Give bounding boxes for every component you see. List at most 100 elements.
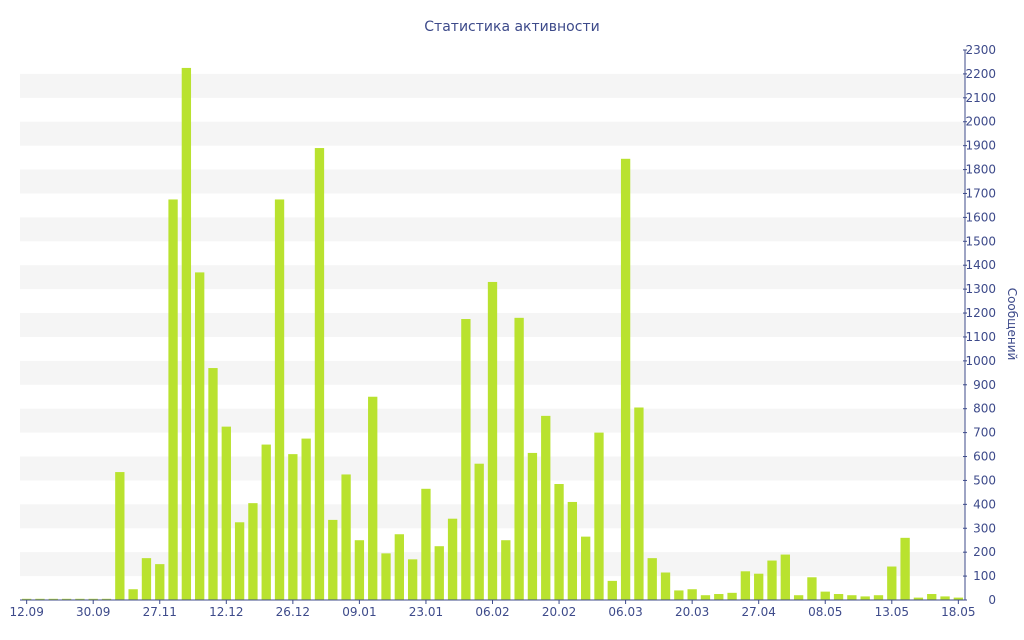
bar: [341, 474, 351, 600]
bar: [434, 546, 444, 600]
grid-band: [20, 73, 965, 98]
bar: [248, 503, 258, 600]
bar: [22, 598, 32, 600]
x-tick-label: 06.02: [475, 605, 509, 619]
bar: [288, 454, 298, 600]
bar: [873, 595, 884, 600]
bar: [847, 595, 857, 600]
bar: [61, 598, 72, 600]
bar: [527, 452, 538, 600]
x-tick-label: 30.09: [76, 605, 110, 619]
bar: [394, 534, 404, 600]
grid-band: [20, 217, 965, 242]
bar: [128, 589, 138, 600]
y-axis-ticks: 0 100 200 300 400 500 600 700 800 900 1000 1100 1200…: [963, 43, 996, 607]
bar: [368, 396, 378, 600]
bar: [221, 426, 231, 600]
bar: [647, 558, 657, 600]
bar: [141, 558, 152, 600]
y-tick-label: 2200: [965, 67, 996, 81]
x-tick-label: 26.12: [276, 605, 310, 619]
y-tick-label: 600: [973, 450, 996, 464]
y-tick-label: 300: [973, 521, 996, 535]
x-tick-label: 27.04: [742, 605, 776, 619]
bar: [354, 540, 365, 600]
bar: [381, 553, 391, 600]
bar: [740, 571, 751, 600]
bar: [700, 595, 711, 600]
bar: [567, 501, 578, 600]
bar: [913, 597, 924, 600]
bar: [860, 596, 870, 600]
grid-band: [20, 121, 965, 146]
bar: [820, 591, 830, 600]
bar: [767, 560, 777, 600]
y-tick-label: 1800: [965, 163, 996, 177]
bar: [35, 598, 45, 600]
bar: [421, 488, 431, 600]
bar: [687, 589, 697, 600]
y-tick-label: 1300: [965, 282, 996, 296]
bar: [714, 594, 724, 600]
x-tick-label: 12.12: [209, 605, 243, 619]
bar: [514, 317, 524, 600]
y-axis-label: Сообщений: [1005, 288, 1019, 361]
bar: [487, 281, 498, 600]
y-tick-label: 100: [973, 569, 996, 583]
y-tick-label: 1400: [965, 258, 996, 272]
bar: [314, 148, 325, 601]
bar: [461, 319, 471, 600]
bar: [887, 566, 897, 600]
bar: [554, 484, 564, 600]
x-axis-ticks: 12.09 30.09 27.11 12.12 26.12 09.01 23.01 06.02…: [9, 599, 976, 619]
bar: [541, 415, 551, 600]
y-tick-label: 1500: [965, 234, 996, 248]
bar: [261, 444, 271, 600]
bar: [900, 537, 910, 600]
y-tick-label: 1600: [965, 210, 996, 224]
bar: [195, 272, 205, 600]
y-tick-label: 500: [973, 473, 996, 487]
bars: [22, 67, 964, 601]
y-tick-label: 700: [973, 426, 996, 440]
bar: [208, 368, 218, 600]
bar: [101, 598, 112, 600]
x-tick-label: 13.05: [875, 605, 909, 619]
bar: [607, 580, 617, 600]
grid-band: [20, 265, 965, 290]
bar: [75, 598, 85, 600]
bar: [181, 67, 192, 601]
bar: [168, 199, 178, 600]
chart-title: Статистика активности: [424, 19, 599, 35]
y-tick-label: 0: [988, 593, 996, 607]
x-tick-label: 18.05: [941, 605, 975, 619]
bar: [407, 559, 418, 600]
bar: [727, 592, 737, 600]
bar: [274, 199, 285, 600]
bar: [155, 564, 165, 600]
y-tick-label: 2300: [965, 43, 996, 57]
grid-band: [20, 169, 965, 194]
x-tick-label: 08.05: [808, 605, 842, 619]
y-tick-label: 1900: [965, 139, 996, 153]
bar: [594, 432, 604, 600]
x-tick-label: 12.09: [9, 605, 43, 619]
x-tick-label: 20.02: [542, 605, 576, 619]
bar: [234, 522, 245, 600]
y-tick-label: 800: [973, 402, 996, 416]
bar: [474, 463, 484, 600]
bar: [620, 158, 631, 601]
x-tick-label: 20.03: [675, 605, 709, 619]
bar: [940, 596, 950, 600]
y-tick-label: 1700: [965, 186, 996, 200]
bar: [115, 472, 125, 600]
bar: [634, 407, 644, 600]
bar: [953, 597, 964, 600]
x-tick-label: 09.01: [342, 605, 376, 619]
bar: [780, 554, 790, 600]
y-tick-label: 900: [973, 378, 996, 392]
bar: [927, 594, 937, 600]
bar: [674, 590, 684, 600]
